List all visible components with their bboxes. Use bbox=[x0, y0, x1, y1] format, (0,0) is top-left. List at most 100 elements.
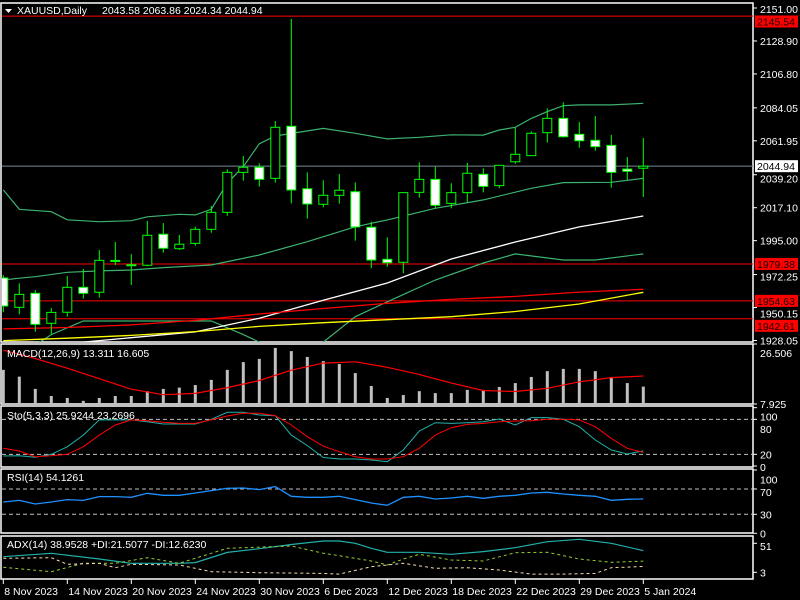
candle[interactable] bbox=[302, 172, 313, 219]
candle[interactable] bbox=[14, 283, 25, 315]
candle[interactable] bbox=[558, 102, 569, 138]
candle-body-bear bbox=[382, 258, 393, 264]
candle[interactable] bbox=[254, 163, 265, 187]
macd-histogram-bar bbox=[561, 368, 565, 404]
macd-panel[interactable] bbox=[2, 347, 645, 404]
candle[interactable] bbox=[190, 226, 201, 246]
candle[interactable] bbox=[286, 19, 297, 204]
candle[interactable] bbox=[590, 115, 601, 151]
bollinger-upper-line bbox=[2, 102, 644, 223]
minus-di-line bbox=[3, 557, 644, 575]
candle[interactable] bbox=[542, 108, 553, 143]
candle[interactable] bbox=[382, 237, 393, 267]
date-axis-label: 6 Dec 2023 bbox=[324, 586, 378, 598]
candle[interactable] bbox=[0, 274, 9, 313]
macd-histogram-bar bbox=[513, 383, 517, 404]
candle-body-bear bbox=[30, 292, 41, 325]
candle[interactable] bbox=[78, 268, 89, 299]
macd-histogram-bar bbox=[65, 397, 69, 404]
candle[interactable] bbox=[318, 180, 329, 208]
macd-histogram-bar bbox=[113, 396, 117, 404]
candle[interactable] bbox=[30, 290, 41, 332]
candle-body-bull bbox=[414, 178, 425, 193]
candle[interactable] bbox=[62, 275, 73, 317]
rsi-panel[interactable] bbox=[2, 485, 753, 515]
candle[interactable] bbox=[510, 127, 521, 164]
candle[interactable] bbox=[126, 254, 137, 285]
candle-body-bull bbox=[190, 228, 201, 244]
candle[interactable] bbox=[414, 162, 425, 198]
candle[interactable] bbox=[350, 182, 361, 241]
candle-body-bull bbox=[142, 234, 153, 266]
candle[interactable] bbox=[366, 221, 377, 269]
candle[interactable] bbox=[494, 164, 505, 189]
candle[interactable] bbox=[398, 192, 409, 274]
panel-frame bbox=[0, 468, 754, 534]
macd-histogram-bar bbox=[353, 373, 357, 404]
rsi-line bbox=[3, 485, 644, 506]
macd-histogram-bar bbox=[257, 358, 261, 404]
macd-histogram-bar bbox=[241, 362, 245, 404]
macd-histogram-bar bbox=[321, 361, 325, 404]
candle[interactable] bbox=[142, 220, 153, 267]
macd-histogram-bar bbox=[385, 397, 389, 404]
stochastic-panel[interactable] bbox=[2, 411, 753, 463]
candle[interactable] bbox=[46, 307, 57, 335]
candle-body-doji bbox=[126, 264, 137, 267]
panel-frame bbox=[0, 2, 754, 343]
macd-histogram-bar bbox=[17, 376, 21, 404]
price-panel[interactable] bbox=[0, 15, 753, 375]
candle[interactable] bbox=[638, 137, 649, 197]
candle[interactable] bbox=[238, 155, 249, 181]
candle-body-bull bbox=[270, 126, 281, 179]
candle[interactable] bbox=[270, 121, 281, 183]
candle-body-bull bbox=[526, 132, 537, 157]
rsi-axis-label: 30 bbox=[760, 509, 772, 521]
date-axis-label: 29 Dec 2023 bbox=[580, 586, 640, 598]
price-axis-label: 1972.25 bbox=[760, 271, 798, 283]
candle-body-bear bbox=[366, 226, 377, 261]
candle[interactable] bbox=[478, 168, 489, 193]
adx-line bbox=[3, 538, 644, 564]
candle[interactable] bbox=[606, 134, 617, 188]
candle[interactable] bbox=[526, 131, 537, 157]
ohlc-readout: 2043.58 2063.86 2024.34 2044.94 bbox=[102, 5, 263, 17]
candle-body-bull bbox=[462, 172, 473, 194]
candle-body-bull bbox=[318, 194, 329, 205]
candle-body-bull bbox=[62, 286, 73, 313]
candle[interactable] bbox=[574, 121, 585, 148]
candle[interactable] bbox=[446, 183, 457, 209]
candle[interactable] bbox=[430, 166, 441, 209]
candle-body-bear bbox=[2, 277, 9, 307]
price-axis-label: 2106.80 bbox=[760, 69, 798, 81]
candle[interactable] bbox=[94, 250, 105, 298]
date-axis-label: 12 Dec 2023 bbox=[388, 586, 448, 598]
candle[interactable] bbox=[334, 173, 345, 204]
macd-histogram-bar bbox=[481, 389, 485, 404]
candle-body-bull bbox=[14, 293, 25, 308]
rsi-title: RSI(14) 54.1261 bbox=[7, 472, 84, 484]
price-axis-label: 1928.05 bbox=[760, 336, 798, 348]
candle-body-bull bbox=[510, 153, 521, 163]
price-level-label: 1979.38 bbox=[757, 259, 795, 271]
candle[interactable] bbox=[174, 234, 185, 251]
candle[interactable] bbox=[158, 223, 169, 253]
price-axis-label: 2017.10 bbox=[760, 203, 798, 215]
triangle-down-icon[interactable] bbox=[5, 9, 12, 13]
macd-histogram-bar bbox=[49, 396, 53, 404]
candle[interactable] bbox=[110, 241, 121, 265]
macd-histogram-bar bbox=[577, 368, 581, 404]
candle[interactable] bbox=[206, 206, 217, 233]
macd-histogram-bar bbox=[2, 369, 5, 404]
adx-panel[interactable] bbox=[3, 538, 644, 575]
candle[interactable] bbox=[462, 162, 473, 203]
date-axis-label: 22 Dec 2023 bbox=[516, 586, 576, 598]
candle-body-bear bbox=[478, 173, 489, 187]
candle-body-bull bbox=[446, 192, 457, 204]
stochastic-axis-label: 20 bbox=[760, 449, 772, 461]
candle[interactable] bbox=[222, 169, 233, 216]
rsi-axis-label: 0 bbox=[760, 528, 766, 540]
candle[interactable] bbox=[622, 156, 633, 180]
